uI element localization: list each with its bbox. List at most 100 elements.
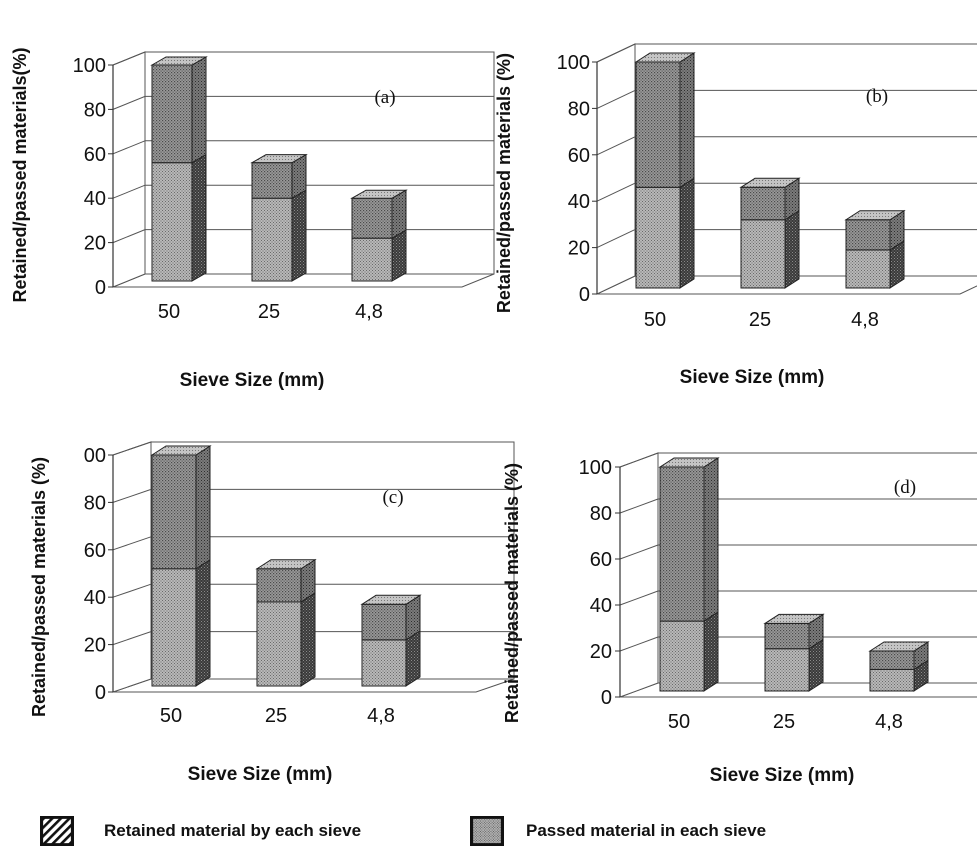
bar-top-face xyxy=(658,457,720,468)
gridline-side xyxy=(112,95,146,110)
y-tick-label: 20 xyxy=(590,641,612,663)
chart-panel-3: 0 20 40 60 80 00 (c) 50 25 4,8 Sieve Size (mm) Reta… xyxy=(29,441,515,785)
panel-label: (c) xyxy=(382,487,403,508)
x-axis-title: Sieve Size (mm) xyxy=(188,764,333,785)
y-axis-title: Retained/passed materials(%) xyxy=(10,47,30,302)
bar-25 xyxy=(739,177,801,289)
bar-top-face xyxy=(844,210,906,221)
x-axis-title: Sieve Size (mm) xyxy=(680,367,825,388)
bar-segment-passed xyxy=(740,219,786,289)
y-tick-label: 40 xyxy=(568,191,590,213)
y-tick-label: 60 xyxy=(590,549,612,571)
gridline-side xyxy=(596,229,636,249)
y-tick-label: 60 xyxy=(84,540,106,562)
x-tick-label: 25 xyxy=(265,705,287,727)
gridline-side xyxy=(596,89,636,109)
bar-side-passed xyxy=(679,177,695,289)
bar-top-face xyxy=(250,154,308,164)
gridline-side xyxy=(619,452,659,468)
x-tick-label: 4,8 xyxy=(875,711,903,733)
legend-item-retained: Retained material by each sieve xyxy=(40,816,361,846)
legend: Retained material by each sieve Passed m… xyxy=(0,812,977,851)
y-tick-label: 20 xyxy=(84,233,106,255)
gridline-side xyxy=(112,229,146,244)
bar-4-8 xyxy=(350,189,408,282)
y-tick-label: 0 xyxy=(579,284,590,306)
plot-side-wall xyxy=(619,452,659,698)
legend-item-passed: Passed material in each sieve xyxy=(470,816,766,846)
bar-4-8 xyxy=(868,641,930,692)
gridline-side xyxy=(596,136,636,156)
bar-segment-passed xyxy=(361,639,407,687)
x-tick-label: 50 xyxy=(668,711,690,733)
legend-label-passed: Passed material in each sieve xyxy=(526,821,767,840)
bar-segment-retained xyxy=(740,186,786,221)
bar-segment-retained xyxy=(764,622,810,650)
gridline-side xyxy=(596,43,636,63)
bar-50 xyxy=(634,52,696,289)
bar-side-passed xyxy=(391,229,407,282)
y-tick-label: 100 xyxy=(579,457,612,479)
x-axis-title: Sieve Size (mm) xyxy=(180,370,325,391)
bar-50 xyxy=(658,457,720,692)
bar-top-face xyxy=(739,177,801,188)
bar-side-passed xyxy=(291,189,307,282)
bar-segment-retained xyxy=(845,219,891,251)
bar-segment-retained xyxy=(659,466,705,622)
bar-segment-retained xyxy=(869,650,915,670)
bar-segment-retained xyxy=(251,162,293,199)
bar-side-retained xyxy=(191,56,207,164)
bar-top-face xyxy=(634,52,696,63)
bar-segment-retained xyxy=(256,568,302,603)
gridline-side xyxy=(112,488,152,503)
bar-25 xyxy=(255,558,317,687)
bar-side-passed xyxy=(300,592,316,687)
y-tick-label: 20 xyxy=(84,635,106,657)
y-tick-label: 20 xyxy=(568,238,590,260)
bar-50 xyxy=(150,56,208,282)
x-tick-label: 25 xyxy=(749,309,771,331)
bar-25 xyxy=(250,153,308,282)
x-tick-label: 50 xyxy=(644,309,666,331)
chart-panels: 0 20 40 60 80 100 (a) 50 25 4,8 Sieve Size (mm) Ret… xyxy=(10,43,977,786)
bar-top-face xyxy=(763,613,825,624)
y-axis-title: Retained/passed materials (%) xyxy=(502,463,522,723)
bar-4-8 xyxy=(360,594,422,687)
bar-segment-retained xyxy=(151,64,193,164)
y-tick-label: 0 xyxy=(95,682,106,704)
y-tick-label: 80 xyxy=(84,492,106,514)
plot-side-wall xyxy=(112,51,146,288)
gridline-side xyxy=(619,636,659,652)
bar-side-passed xyxy=(195,558,211,687)
gridline-side xyxy=(112,51,146,66)
bar-segment-retained xyxy=(351,197,393,239)
x-tick-label: 4,8 xyxy=(367,705,395,727)
bar-25 xyxy=(763,613,825,692)
bar-segment-retained xyxy=(635,61,681,188)
gridline-side xyxy=(596,182,636,202)
bar-segment-passed xyxy=(659,620,705,692)
x-tick-label: 50 xyxy=(160,705,182,727)
bar-top-face xyxy=(360,594,422,605)
plot-side-wall xyxy=(112,441,152,693)
gridline-side xyxy=(619,544,659,560)
y-tick-label: 100 xyxy=(73,55,106,77)
gridline-side xyxy=(112,140,146,155)
bar-side-retained xyxy=(703,457,719,623)
gridline-side xyxy=(112,184,146,199)
y-tick-label: 60 xyxy=(84,144,106,166)
bar-side-passed xyxy=(784,209,800,289)
bar-segment-retained xyxy=(361,603,407,641)
y-axis-title: Retained/passed materials (%) xyxy=(29,457,49,717)
x-tick-label: 4,8 xyxy=(851,309,879,331)
bar-segment-passed xyxy=(764,648,810,692)
bar-top-face xyxy=(150,445,212,456)
x-tick-label: 4,8 xyxy=(355,301,383,323)
plot-side-wall xyxy=(596,43,636,295)
y-tick-label: 100 xyxy=(557,52,590,74)
bar-top-face xyxy=(255,559,317,570)
bar-50 xyxy=(150,445,212,687)
y-tick-label: 80 xyxy=(84,99,106,121)
gridline-side xyxy=(619,498,659,514)
bar-top-face xyxy=(350,189,408,199)
